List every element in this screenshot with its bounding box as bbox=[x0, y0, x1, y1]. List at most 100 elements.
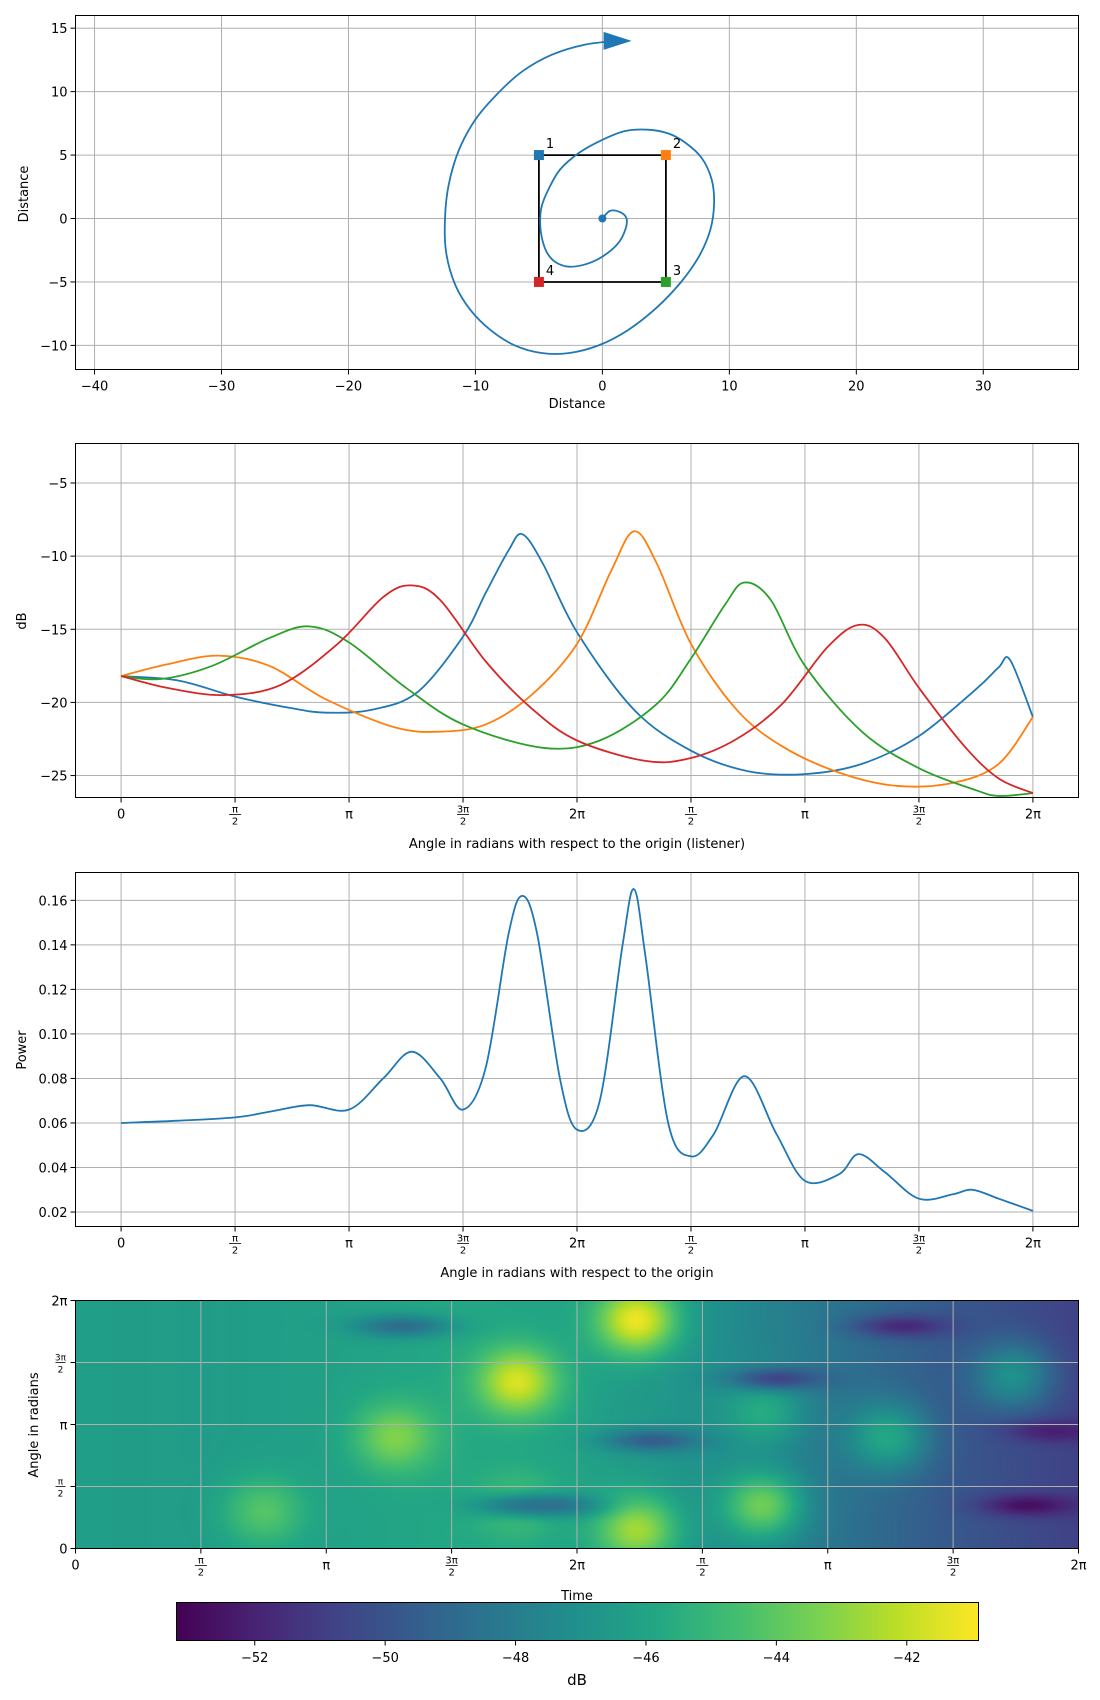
x-tick-label: π bbox=[345, 808, 353, 823]
x-tick-label-text: −30 bbox=[208, 380, 235, 395]
x-tick-label-text: 0 bbox=[117, 808, 125, 823]
x-tick-label: π bbox=[824, 1559, 832, 1574]
colorbar-gradient-holder bbox=[176, 1602, 979, 1641]
x-tick-label-text: 0 bbox=[117, 1237, 125, 1252]
x-tick-label: 2π bbox=[569, 1237, 585, 1252]
db-ticks: 0 π2 π 3π2 2π π2 π 3π2 2π−25−20−15−10−5 bbox=[40, 477, 1041, 828]
x-tick-label: −10 bbox=[462, 380, 489, 395]
y-tick-label: 15 bbox=[51, 22, 68, 37]
x-tick-label-numerator: π bbox=[232, 805, 238, 816]
x-tick-label: π2 bbox=[684, 805, 697, 828]
x-tick-label: 2π bbox=[569, 808, 585, 823]
y-tick-label: 0.12 bbox=[39, 983, 68, 998]
x-tick-label-denominator: 2 bbox=[916, 1246, 922, 1257]
x-tick-label-numerator: π bbox=[688, 1234, 694, 1245]
x-tick-label: 3π2 bbox=[457, 1234, 469, 1257]
positions-ticks: −40 −30 −20 −10 0 10 20 30 −10 −5 0 5 10 15 bbox=[40, 22, 991, 394]
x-tick-label-numerator: π bbox=[688, 805, 694, 816]
db-series-line-3 bbox=[121, 581, 1033, 797]
speaker-label-4: 4 bbox=[546, 264, 554, 279]
speaker-marker-1 bbox=[533, 150, 544, 161]
y-tick-label: 0.02 bbox=[39, 1206, 68, 1221]
db-series-line-4 bbox=[120, 584, 1034, 794]
x-tick-label-numerator: 3π bbox=[913, 1234, 925, 1245]
positions-y-label: Distance bbox=[17, 166, 32, 223]
colorbar: −52 −50 −48 −46 −44 −42 dB bbox=[176, 1602, 979, 1689]
x-tick-label: 30 bbox=[975, 380, 992, 395]
x-tick-label-text: −10 bbox=[462, 380, 489, 395]
y-tick-label-numerator: π bbox=[58, 1478, 64, 1488]
x-tick-label-denominator: 2 bbox=[198, 1568, 204, 1579]
speaker-label-3: 3 bbox=[673, 264, 681, 279]
x-tick-label-text: 2π bbox=[1025, 1237, 1041, 1252]
y-tick-label: −25 bbox=[40, 770, 67, 785]
spiral-arrowhead bbox=[603, 31, 632, 50]
x-tick-label: π2 bbox=[696, 1556, 709, 1579]
x-tick-label: −30 bbox=[208, 380, 235, 395]
x-tick-label: −20 bbox=[335, 380, 362, 395]
x-tick-label-denominator: 2 bbox=[232, 817, 238, 828]
y-tick-label-denominator: 2 bbox=[58, 1490, 64, 1500]
x-tick-label-text: −40 bbox=[81, 380, 108, 395]
y-tick-label: 0.14 bbox=[39, 939, 68, 954]
panel-db: 0 π2 π 3π2 2π π2 π 3π2 2π−25−20−15−10−5 Angle in… bbox=[15, 443, 1079, 852]
x-tick-label-text: 20 bbox=[848, 380, 865, 395]
x-tick-label-text: 2π bbox=[569, 808, 585, 823]
x-tick-label: π bbox=[801, 808, 809, 823]
x-tick-label-denominator: 2 bbox=[232, 1246, 238, 1257]
x-tick-label-denominator: 2 bbox=[460, 1246, 466, 1257]
colorbar-gradient bbox=[176, 1602, 979, 1641]
colorbar-label: dB bbox=[567, 1671, 587, 1689]
heatmap-y-label: Angle in radians bbox=[27, 1372, 42, 1477]
origin-marker bbox=[598, 214, 607, 223]
power-x-label: Angle in radians with respect to the ori… bbox=[440, 1266, 713, 1281]
colorbar-tick-label: −44 bbox=[763, 1651, 790, 1666]
x-tick-label-text: 10 bbox=[721, 380, 738, 395]
y-tick-label: −15 bbox=[40, 623, 67, 638]
x-tick-label-numerator: π bbox=[198, 1556, 204, 1567]
y-tick-label: −10 bbox=[40, 550, 67, 565]
db-data bbox=[120, 530, 1034, 797]
y-tick-label: −10 bbox=[40, 339, 67, 354]
x-tick-label: 2π bbox=[1025, 1237, 1041, 1252]
db-grid bbox=[75, 443, 1079, 798]
x-tick-label: π2 bbox=[229, 1234, 242, 1257]
y-tick-label: −5 bbox=[48, 477, 67, 492]
x-tick-label: 2π bbox=[1070, 1559, 1086, 1574]
x-tick-label: π bbox=[322, 1559, 330, 1574]
db-y-label: dB bbox=[15, 612, 30, 629]
power-data bbox=[121, 888, 1034, 1212]
x-tick-label: 20 bbox=[848, 380, 865, 395]
y-tick-label: 10 bbox=[51, 86, 68, 101]
x-tick-label-text: π bbox=[824, 1559, 832, 1574]
speaker-label-2: 2 bbox=[673, 137, 681, 152]
x-tick-label: 10 bbox=[721, 380, 738, 395]
speaker-marker-3 bbox=[660, 276, 671, 287]
x-tick-label-text: 2π bbox=[1070, 1559, 1086, 1574]
colorbar-ticks: −52 −50 −48 −46 −44 −42 bbox=[241, 1640, 920, 1666]
x-tick-label-denominator: 2 bbox=[688, 817, 694, 828]
speaker-label-1: 1 bbox=[546, 137, 554, 152]
colorbar-tick-label: −48 bbox=[502, 1651, 529, 1666]
colorbar-tick-label: −52 bbox=[241, 1651, 268, 1666]
positions-x-label: Distance bbox=[549, 397, 606, 412]
x-tick-label: 3π2 bbox=[913, 805, 925, 828]
y-tick-label: 0.16 bbox=[39, 894, 68, 909]
db-x-label: Angle in radians with respect to the ori… bbox=[409, 837, 745, 852]
x-tick-label: 2π bbox=[1025, 808, 1041, 823]
colorbar-tick-label: −46 bbox=[632, 1651, 659, 1666]
x-tick-label-denominator: 2 bbox=[916, 817, 922, 828]
y-tick-label-numerator: 3π bbox=[55, 1354, 67, 1364]
x-tick-label-text: 2π bbox=[1025, 808, 1041, 823]
x-tick-label-numerator: π bbox=[232, 1234, 238, 1245]
heatmap-x-label: Time bbox=[560, 1589, 593, 1604]
x-tick-label: 3π2 bbox=[947, 1556, 959, 1579]
colorbar-tick-label: −50 bbox=[371, 1651, 398, 1666]
x-tick-label-numerator: 3π bbox=[913, 805, 925, 816]
x-tick-label-numerator: π bbox=[699, 1556, 705, 1567]
y-tick-label: 3π2 bbox=[55, 1354, 67, 1376]
x-tick-label-text: 0 bbox=[71, 1559, 79, 1574]
y-tick-label: 0 bbox=[59, 213, 67, 228]
power-y-label: Power bbox=[15, 1030, 30, 1070]
